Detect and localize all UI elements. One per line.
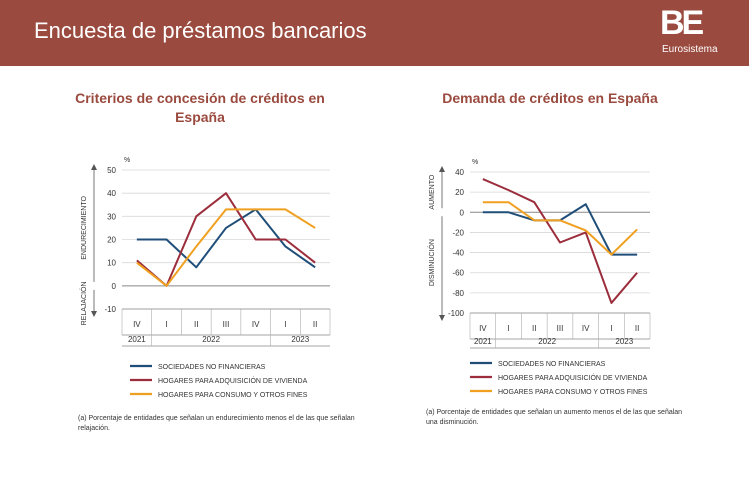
y-tick-label-crit-2: 10 bbox=[107, 259, 116, 268]
x-tick-label-dem-5: I bbox=[610, 324, 612, 333]
y-tick-label-dem-2: -60 bbox=[452, 269, 464, 278]
legend-label-dem-1: HOGARES PARA ADQUISICIÓN DE VIVIENDA bbox=[498, 373, 648, 382]
year-label-crit-2: 2023 bbox=[291, 335, 309, 344]
series-line-dem-2 bbox=[482, 201, 638, 256]
x-tick-label-crit-5: I bbox=[284, 320, 286, 329]
axis-label-down-crit: RELAJACIÓN bbox=[79, 281, 88, 325]
chart-title-demanda: Demanda de créditos en España bbox=[442, 90, 658, 106]
year-label-dem-1: 2022 bbox=[538, 337, 556, 346]
unit-label-crit: % bbox=[124, 157, 130, 164]
y-tick-label-crit-3: 20 bbox=[107, 236, 116, 245]
chart-title-criterios: Criterios de concesión de créditos en Es… bbox=[75, 90, 325, 125]
x-tick-label-dem-2: II bbox=[532, 324, 536, 333]
x-tick-label-dem-0: IV bbox=[479, 324, 487, 333]
y-tick-label-dem-6: 20 bbox=[455, 188, 464, 197]
be-logo: BE bbox=[660, 4, 704, 42]
x-tick-label-dem-1: I bbox=[507, 324, 509, 333]
series-line-dem-0 bbox=[482, 203, 638, 256]
series-line-dem-1 bbox=[482, 178, 638, 304]
y-tick-label-crit-1: 0 bbox=[112, 282, 117, 291]
page-title: Encuesta de préstamos bancarios bbox=[34, 18, 367, 43]
y-tick-label-dem-3: -40 bbox=[452, 249, 464, 258]
year-label-dem-0: 2021 bbox=[474, 337, 492, 346]
axis-label-up-dem: AUMENTO bbox=[429, 174, 436, 209]
unit-label-dem: % bbox=[472, 159, 478, 166]
series-line-crit-0 bbox=[136, 208, 316, 269]
legend-label-crit-1: HOGARES PARA ADQUISICIÓN DE VIVIENDA bbox=[158, 376, 308, 385]
x-tick-label-crit-6: II bbox=[313, 320, 317, 329]
y-tick-label-dem-5: 0 bbox=[460, 208, 465, 217]
logo-subtitle: Eurosistema bbox=[662, 44, 718, 55]
arrow-up-head-dem bbox=[439, 166, 445, 172]
y-tick-label-dem-0: -100 bbox=[448, 309, 465, 318]
legend-label-dem-0: SOCIEDADES NO FINANCIERAS bbox=[498, 361, 606, 368]
y-tick-label-crit-4: 30 bbox=[107, 212, 116, 221]
year-label-dem-2: 2023 bbox=[615, 337, 633, 346]
x-tick-label-dem-4: IV bbox=[582, 324, 590, 333]
y-tick-label-dem-4: -20 bbox=[452, 228, 464, 237]
x-tick-label-crit-1: I bbox=[165, 320, 167, 329]
legend-label-dem-2: HOGARES PARA CONSUMO Y OTROS FINES bbox=[498, 389, 648, 396]
x-tick-label-crit-0: IV bbox=[133, 320, 141, 329]
series-line-crit-2 bbox=[136, 208, 316, 287]
x-tick-label-dem-3: III bbox=[557, 324, 564, 333]
chart-note-criterios: (a) Porcentaje de entidades que señalan … bbox=[78, 415, 355, 432]
legend-label-crit-2: HOGARES PARA CONSUMO Y OTROS FINES bbox=[158, 392, 308, 399]
arrow-down-head-crit bbox=[91, 311, 97, 317]
y-tick-label-crit-6: 50 bbox=[107, 166, 116, 175]
header-bar: Encuesta de préstamos bancarios BE Euros… bbox=[0, 0, 749, 66]
year-label-crit-0: 2021 bbox=[128, 335, 146, 344]
y-tick-label-crit-5: 40 bbox=[107, 189, 116, 198]
legend-label-crit-0: SOCIEDADES NO FINANCIERAS bbox=[158, 364, 266, 371]
axis-label-up-crit: ENDURECIMIENTO bbox=[81, 196, 88, 260]
year-label-crit-1: 2022 bbox=[202, 335, 220, 344]
axis-label-down-dem: DISMINUCIÓN bbox=[427, 239, 436, 286]
y-tick-label-dem-1: -80 bbox=[452, 289, 464, 298]
x-tick-label-crit-3: III bbox=[223, 320, 230, 329]
x-tick-label-dem-6: II bbox=[635, 324, 639, 333]
x-tick-label-crit-2: II bbox=[194, 320, 198, 329]
y-tick-label-crit-0: -10 bbox=[104, 305, 116, 314]
x-tick-label-crit-4: IV bbox=[252, 320, 260, 329]
chart-note-demanda: (a) Porcentaje de entidades que señalan … bbox=[426, 409, 683, 426]
arrow-up-head-crit bbox=[91, 164, 97, 170]
arrow-down-head-dem bbox=[439, 315, 445, 321]
y-tick-label-dem-7: 40 bbox=[455, 168, 464, 177]
